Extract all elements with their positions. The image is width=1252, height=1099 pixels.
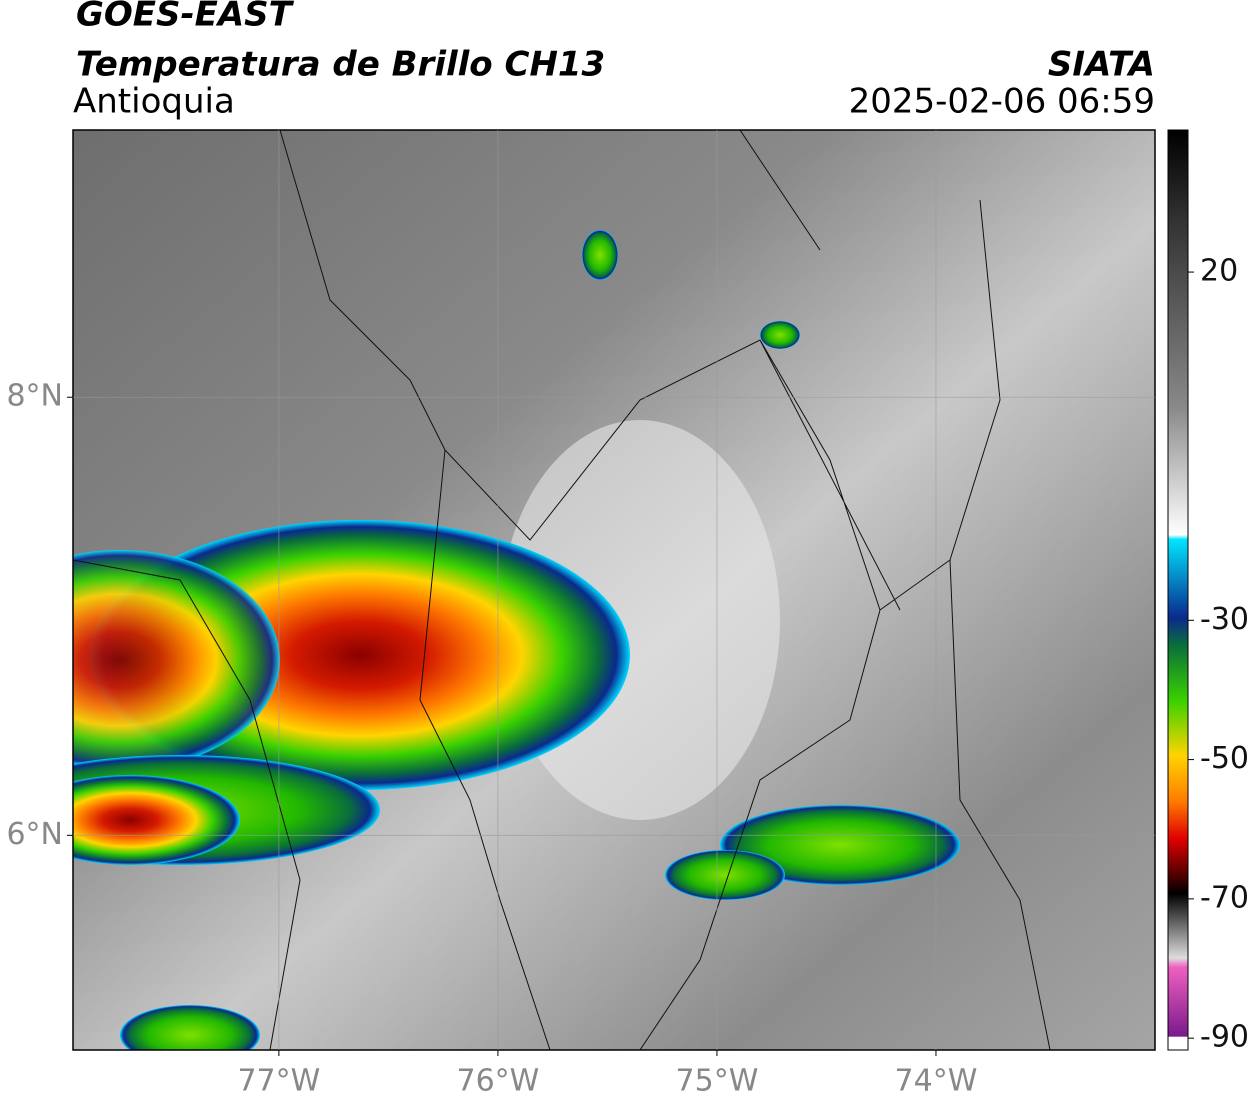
x-tick-label: 77°W — [237, 1064, 320, 1099]
convective-cell — [720, 805, 960, 885]
map-frame — [72, 129, 1156, 1051]
y-tick-label: 8°N — [6, 379, 63, 414]
source: SIATA — [1048, 45, 1155, 85]
colorbar-tick-label: -50 — [1200, 741, 1249, 776]
x-tick-label: 75°W — [676, 1064, 759, 1099]
colorbar-tick-label: 20 — [1200, 254, 1238, 289]
boundaries — [73, 130, 1051, 1050]
convective-cell — [760, 321, 800, 349]
datetime: 2025-02-06 06:59 — [849, 82, 1155, 122]
convective-cell — [665, 850, 785, 900]
colorbar-tick-label: -70 — [1200, 880, 1249, 915]
convective-cell — [73, 775, 240, 865]
colorbar-tick-label: -90 — [1200, 1020, 1249, 1055]
colorbar — [1167, 129, 1189, 1051]
convective-cell — [73, 550, 280, 770]
convective-cell — [582, 230, 618, 280]
convective-cell — [120, 1005, 260, 1050]
region: Antioquia — [73, 82, 235, 122]
y-tick-label: 6°N — [6, 817, 63, 852]
colorbar-tick-label: -30 — [1200, 602, 1249, 637]
subtitle: Temperatura de Brillo CH13 — [76, 45, 605, 85]
title: GOES-EAST — [76, 0, 295, 35]
imagery — [73, 130, 1155, 1050]
x-tick-label: 76°W — [456, 1064, 539, 1099]
x-tick-label: 74°W — [895, 1064, 978, 1099]
